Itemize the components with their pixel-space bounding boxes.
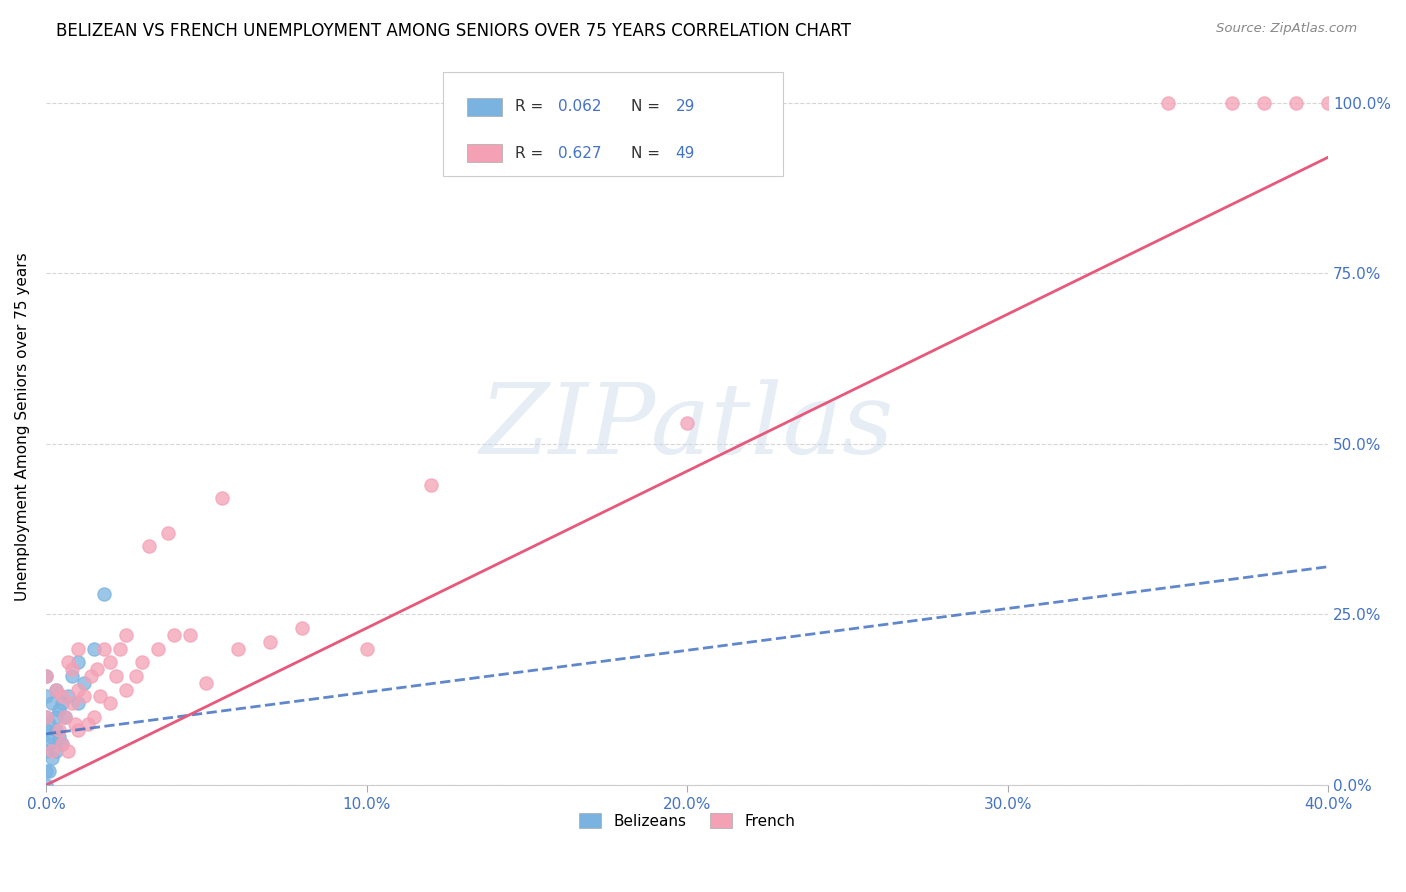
Point bbox=[93, 641, 115, 656]
Point bbox=[41, 696, 63, 710]
Point bbox=[41, 751, 63, 765]
Point bbox=[1157, 95, 1180, 110]
Point bbox=[291, 621, 314, 635]
Text: 49: 49 bbox=[675, 145, 695, 161]
Point bbox=[35, 669, 58, 683]
Point bbox=[51, 737, 73, 751]
FancyBboxPatch shape bbox=[443, 72, 783, 176]
Point bbox=[1285, 95, 1308, 110]
Point bbox=[138, 539, 160, 553]
Point bbox=[125, 669, 148, 683]
Point bbox=[179, 628, 201, 642]
Text: ZIPatlas: ZIPatlas bbox=[479, 379, 894, 475]
Y-axis label: Unemployment Among Seniors over 75 years: Unemployment Among Seniors over 75 years bbox=[15, 252, 30, 601]
Bar bbox=[467, 97, 502, 116]
Point bbox=[58, 655, 80, 669]
Point bbox=[35, 669, 58, 683]
Point bbox=[356, 641, 378, 656]
Point bbox=[93, 587, 115, 601]
Point bbox=[35, 710, 58, 724]
Point bbox=[76, 716, 98, 731]
Point bbox=[83, 641, 105, 656]
Point bbox=[108, 641, 131, 656]
Text: R =: R = bbox=[515, 99, 548, 114]
Point bbox=[58, 744, 80, 758]
Point bbox=[146, 641, 169, 656]
Point bbox=[53, 710, 76, 724]
Point bbox=[45, 682, 67, 697]
Point bbox=[89, 690, 111, 704]
Point bbox=[51, 737, 73, 751]
Bar bbox=[467, 144, 502, 162]
Point bbox=[98, 696, 121, 710]
Point bbox=[38, 716, 60, 731]
Point bbox=[35, 723, 58, 738]
Point bbox=[676, 417, 699, 431]
Point bbox=[53, 710, 76, 724]
Point bbox=[35, 764, 58, 779]
Point bbox=[45, 710, 67, 724]
Point bbox=[48, 723, 70, 738]
Point bbox=[419, 478, 441, 492]
Point bbox=[66, 655, 89, 669]
Point bbox=[115, 628, 138, 642]
Point bbox=[45, 723, 67, 738]
Point bbox=[51, 690, 73, 704]
Point bbox=[48, 731, 70, 745]
Point bbox=[80, 669, 103, 683]
Point bbox=[259, 634, 281, 648]
Point bbox=[226, 641, 249, 656]
Point bbox=[195, 675, 218, 690]
Point bbox=[66, 696, 89, 710]
Point bbox=[60, 662, 83, 676]
Point bbox=[86, 662, 108, 676]
Point bbox=[38, 764, 60, 779]
Point bbox=[105, 669, 128, 683]
Point bbox=[38, 737, 60, 751]
Text: R =: R = bbox=[515, 145, 548, 161]
Text: N =: N = bbox=[631, 99, 665, 114]
Point bbox=[35, 690, 58, 704]
Point bbox=[45, 682, 67, 697]
Point bbox=[45, 744, 67, 758]
Text: N =: N = bbox=[631, 145, 665, 161]
Text: 0.627: 0.627 bbox=[558, 145, 600, 161]
Point bbox=[35, 710, 58, 724]
Point bbox=[1220, 95, 1243, 110]
Point bbox=[41, 731, 63, 745]
Point bbox=[73, 690, 96, 704]
Text: 29: 29 bbox=[675, 99, 695, 114]
Point bbox=[83, 710, 105, 724]
Point bbox=[131, 655, 153, 669]
Point bbox=[211, 491, 233, 506]
Legend: Belizeans, French: Belizeans, French bbox=[572, 806, 801, 835]
Point bbox=[63, 716, 86, 731]
Point bbox=[1253, 95, 1275, 110]
Point bbox=[35, 778, 58, 792]
Point bbox=[48, 703, 70, 717]
Point bbox=[66, 641, 89, 656]
Text: Source: ZipAtlas.com: Source: ZipAtlas.com bbox=[1216, 22, 1357, 36]
Point bbox=[66, 682, 89, 697]
Point bbox=[98, 655, 121, 669]
Point bbox=[58, 690, 80, 704]
Point bbox=[66, 723, 89, 738]
Point bbox=[1317, 95, 1340, 110]
Point bbox=[41, 744, 63, 758]
Point bbox=[60, 696, 83, 710]
Point bbox=[35, 744, 58, 758]
Point bbox=[163, 628, 186, 642]
Point bbox=[60, 669, 83, 683]
Point bbox=[156, 525, 179, 540]
Text: 0.062: 0.062 bbox=[558, 99, 600, 114]
Point bbox=[51, 696, 73, 710]
Point bbox=[73, 675, 96, 690]
Point bbox=[115, 682, 138, 697]
Text: BELIZEAN VS FRENCH UNEMPLOYMENT AMONG SENIORS OVER 75 YEARS CORRELATION CHART: BELIZEAN VS FRENCH UNEMPLOYMENT AMONG SE… bbox=[56, 22, 851, 40]
